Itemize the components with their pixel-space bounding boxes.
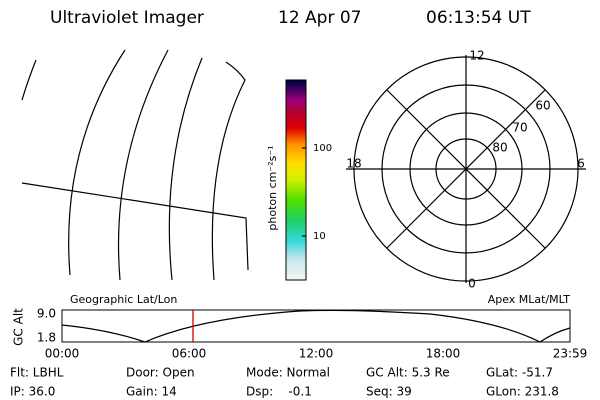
info-panel: Flt: LBHL Door: Open Mode: Normal GC Alt: 5… [10, 366, 559, 399]
orbit-x-tick: 00:00 [45, 347, 80, 361]
date: 12 Apr 07 [278, 8, 361, 28]
orbit-x-tick: 23:59 [553, 347, 588, 361]
time: 06:13:54 UT [426, 8, 531, 28]
colorbar [285, 79, 307, 281]
info-field: Dsp: -0.1 [246, 385, 312, 399]
mlt-label: 18 [346, 157, 361, 171]
mlt-label: 0 [468, 277, 476, 291]
orbit-y-tick: 1.8 [37, 331, 56, 345]
orbit-x-tick: 18:00 [426, 347, 461, 361]
info-field: Seq: 39 [366, 385, 412, 399]
orbit-x-tick: 12:00 [299, 347, 334, 361]
orbit-y-label: GC Alt [12, 308, 26, 346]
colorbar-label: photon cm⁻²s⁻¹ [266, 145, 279, 230]
info-field: GLon: 231.8 [486, 385, 559, 399]
info-field: IP: 36.0 [10, 385, 55, 399]
info-field: GC Alt: 5.3 Re [366, 366, 450, 380]
orbit-x-tick: 06:00 [172, 347, 207, 361]
lat-label: 60 [535, 99, 550, 113]
orbit-frame [61, 309, 571, 343]
map-grid [21, 49, 249, 281]
lat-label: 80 [492, 141, 507, 155]
mlt-label: 12 [469, 49, 484, 63]
orbit-altitude-curve [61, 309, 571, 343]
title: Ultraviolet Imager [50, 8, 204, 28]
orbit-left-title: Geographic Lat/Lon [70, 293, 177, 306]
orbit-y-tick: 9.0 [37, 307, 56, 321]
lat-label: 70 [512, 121, 527, 135]
info-field: Gain: 14 [126, 385, 177, 399]
colorbar-tick-label: 100 [313, 143, 332, 154]
colorbar-tick-label: 10 [313, 231, 326, 242]
info-field: Door: Open [126, 366, 195, 380]
mlt-label: 6 [577, 157, 585, 171]
info-field: GLat: -51.7 [486, 366, 553, 380]
info-field: Mode: Normal [246, 366, 330, 380]
polar-grid [346, 55, 586, 283]
info-field: Flt: LBHL [10, 366, 64, 380]
orbit-right-title: Apex MLat/MLT [488, 293, 571, 306]
